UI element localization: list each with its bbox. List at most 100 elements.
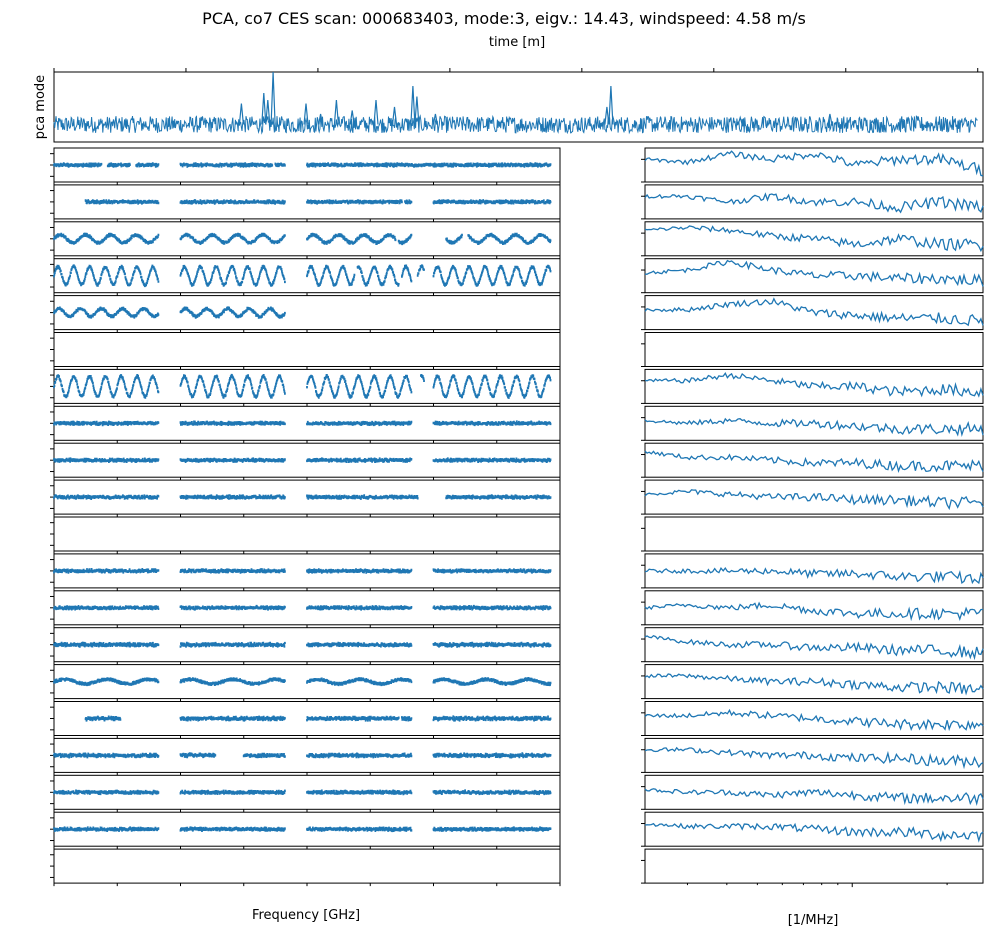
spectrum-line [645, 259, 984, 287]
spectrum-line [644, 372, 984, 398]
pca-mode-timeseries-panel [53, 68, 984, 143]
spectrum-line [644, 746, 984, 770]
spectrum-frame [644, 590, 984, 626]
feed-panel-11 [50, 516, 561, 554]
feed-scatter-points [53, 789, 552, 796]
feed-frame [53, 332, 561, 367]
pca-mode-peak [737, 115, 743, 125]
pca-mode-peak [414, 96, 420, 125]
frequency-scatter-panels [50, 147, 561, 887]
feed-panel-4 [50, 258, 561, 296]
spectrum-panel-1 [641, 147, 984, 183]
figure-title: PCA, co7 CES scan: 000683403, mode:3, ei… [202, 9, 806, 28]
spectrum-frame [644, 221, 984, 257]
pca-mode-peak [432, 113, 438, 125]
feed-scatter-points [53, 826, 552, 833]
feed-panel-8 [50, 405, 561, 444]
time-axis-label: time [m] [489, 35, 545, 50]
feed-scatter-points [84, 199, 552, 205]
feed-panel-20 [50, 848, 561, 887]
spectrum-frame [644, 258, 984, 294]
feed-panel-17 [50, 737, 561, 776]
spectrum-panel-8 [641, 405, 984, 441]
spectrum-line [644, 450, 984, 474]
spectrum-panel-6 [641, 332, 984, 367]
spectrum-frame [644, 184, 984, 220]
feed-scatter-points [53, 306, 286, 319]
feed-panel-7 [50, 368, 561, 407]
feed-scatter-points [84, 715, 552, 722]
feed-panel-6 [50, 332, 561, 370]
feed-panel-13 [50, 590, 561, 628]
spectrum-line [644, 192, 984, 214]
spectrum-panel-15 [641, 664, 984, 700]
feed-scatter-points [53, 752, 552, 759]
feed-panel-5 [50, 295, 561, 333]
pca-mode-peak [261, 92, 267, 125]
feed-scatter-points [53, 420, 552, 427]
spectrum-frame [644, 627, 984, 663]
spectrum-panel-16 [641, 701, 984, 736]
spectrum-frame [644, 295, 984, 331]
spectrum-line [644, 822, 984, 843]
feed-panel-15 [50, 664, 561, 702]
feed-panel-10 [50, 479, 561, 518]
spectrum-panel-3 [641, 221, 984, 257]
spectrum-panel-10 [641, 479, 984, 515]
feed-panel-16 [50, 701, 561, 739]
spectrum-frame [644, 442, 984, 478]
spectrum-panel-14 [641, 627, 984, 663]
spectrum-frame [644, 664, 984, 700]
spectrum-frame [644, 553, 984, 589]
pca-mode-peak [318, 113, 324, 125]
spectrum-line [644, 788, 984, 806]
feed-scatter-points [53, 568, 552, 574]
spectrum-line [644, 489, 984, 511]
spectrum-panel-13 [641, 590, 984, 626]
feed-frame [53, 848, 561, 884]
pca-mode-peak [238, 103, 244, 125]
feed-scatter-points [53, 677, 552, 687]
spectrum-frame [644, 405, 984, 441]
pca-mode-peak [604, 106, 610, 125]
spectrum-panel-4 [641, 258, 984, 294]
feed-scatter-points [53, 162, 552, 168]
spectrum-panel-20 [641, 848, 984, 884]
spectrum-panel-12 [641, 553, 984, 589]
feed-panel-19 [50, 811, 561, 850]
spectrum-panel-19 [641, 811, 984, 847]
spectrum-frame [644, 737, 984, 773]
pca-mode-trace [53, 114, 978, 135]
spectrum-panel-18 [641, 774, 984, 810]
spectrum-line [644, 297, 984, 327]
spectrum-frame [644, 332, 984, 367]
pca-mode-peak [869, 119, 875, 125]
pca-mode-axis-label: pca mode [33, 75, 48, 139]
pca-mode-peak [349, 110, 355, 125]
spectrum-frame [644, 848, 984, 884]
frequency-axis-label: Frequency [GHz] [252, 908, 360, 923]
feed-scatter-points [53, 373, 552, 399]
spectrum-line [644, 708, 984, 732]
spectrum-line [644, 150, 984, 177]
spectrum-panel-11 [641, 516, 984, 552]
feed-panel-18 [50, 774, 561, 813]
pca-mode-peak [373, 99, 379, 125]
feed-panel-12 [50, 553, 561, 591]
feed-panel-2 [50, 184, 561, 222]
pca-mode-peak [265, 99, 271, 125]
pca-mode-peak [333, 99, 339, 125]
spectrum-frame [644, 811, 984, 847]
inverse-frequency-axis-label: [1/MHz] [788, 913, 839, 928]
spectrum-line [644, 417, 984, 437]
feed-scatter-points [53, 457, 552, 463]
pca-mode-peak [827, 113, 833, 125]
feed-panel-1 [50, 147, 561, 185]
spectrum-frame [644, 368, 984, 404]
spectrum-frame [644, 774, 984, 810]
feed-scatter-points [53, 232, 552, 246]
spectrum-panel-17 [641, 737, 984, 773]
pca-mode-peak [270, 71, 276, 125]
feed-scatter-points [53, 494, 552, 500]
